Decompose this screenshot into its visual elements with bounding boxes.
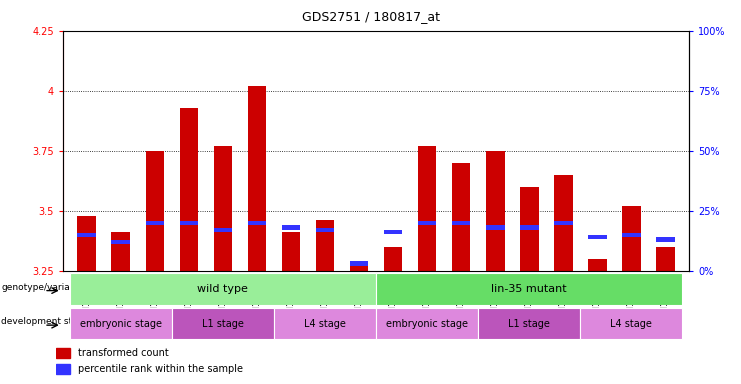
Bar xyxy=(70,273,376,305)
Bar xyxy=(384,247,402,271)
Bar xyxy=(179,220,199,225)
Bar xyxy=(316,228,334,232)
Bar xyxy=(452,220,471,225)
Text: GDS2751 / 180817_at: GDS2751 / 180817_at xyxy=(302,10,439,23)
Bar xyxy=(554,175,573,271)
Bar xyxy=(247,220,266,225)
Bar xyxy=(274,308,376,339)
Bar xyxy=(478,308,580,339)
Bar xyxy=(213,228,232,232)
Bar xyxy=(78,233,96,237)
Bar xyxy=(247,86,266,271)
Text: embryonic stage: embryonic stage xyxy=(386,318,468,329)
Bar xyxy=(588,235,607,239)
Bar xyxy=(452,163,471,271)
Bar xyxy=(282,232,300,271)
Bar xyxy=(656,247,674,271)
Bar xyxy=(622,206,641,271)
Bar xyxy=(580,308,682,339)
Bar xyxy=(63,271,689,384)
Bar xyxy=(282,225,300,230)
Bar xyxy=(384,230,402,235)
Text: wild type: wild type xyxy=(198,284,248,294)
Bar xyxy=(350,263,368,271)
Text: transformed count: transformed count xyxy=(78,348,169,358)
Bar xyxy=(520,187,539,271)
Bar xyxy=(656,237,674,242)
Text: development stage: development stage xyxy=(1,318,89,326)
Bar xyxy=(418,220,436,225)
Bar xyxy=(486,225,505,230)
Bar xyxy=(70,308,172,339)
Bar xyxy=(376,308,478,339)
Text: L4 stage: L4 stage xyxy=(611,318,652,329)
Bar xyxy=(145,220,165,225)
Text: L1 stage: L1 stage xyxy=(202,318,244,329)
Text: L4 stage: L4 stage xyxy=(304,318,346,329)
Bar xyxy=(520,225,539,230)
Bar xyxy=(213,146,232,271)
Text: lin-35 mutant: lin-35 mutant xyxy=(491,284,567,294)
Bar xyxy=(111,232,130,271)
Bar xyxy=(78,215,96,271)
Bar xyxy=(145,151,165,271)
Text: embryonic stage: embryonic stage xyxy=(80,318,162,329)
Bar xyxy=(588,259,607,271)
Bar xyxy=(418,146,436,271)
Bar xyxy=(622,233,641,237)
Bar xyxy=(56,364,70,374)
Bar xyxy=(111,240,130,244)
Text: percentile rank within the sample: percentile rank within the sample xyxy=(78,364,243,374)
Bar xyxy=(179,108,199,271)
Bar xyxy=(554,220,573,225)
Bar xyxy=(56,348,70,358)
Bar xyxy=(486,151,505,271)
Bar xyxy=(172,308,274,339)
Text: genotype/variation: genotype/variation xyxy=(1,283,87,292)
Bar xyxy=(350,262,368,266)
Bar xyxy=(376,273,682,305)
Bar xyxy=(316,220,334,271)
Text: L1 stage: L1 stage xyxy=(508,318,550,329)
